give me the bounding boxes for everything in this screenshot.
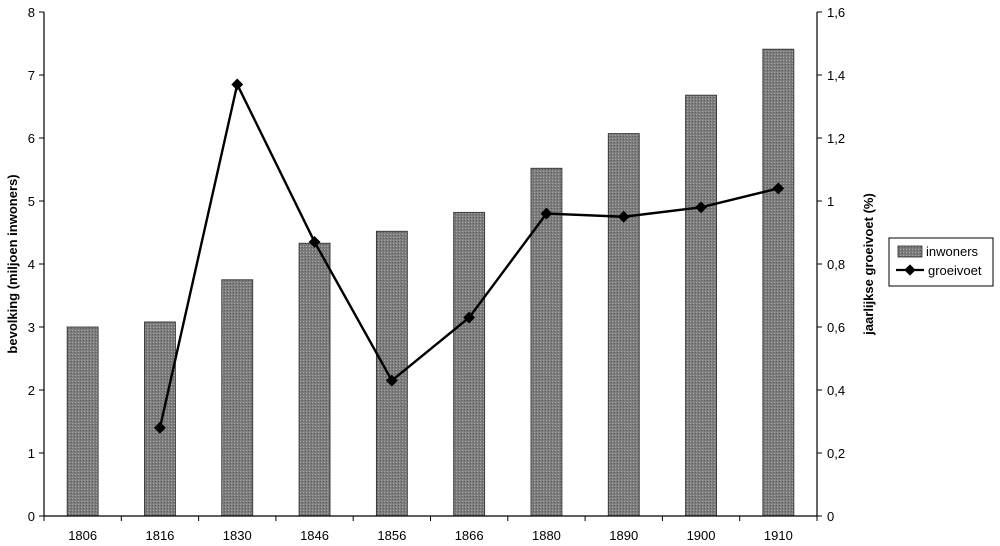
y-tick-label: 0 bbox=[28, 509, 35, 524]
y2-tick-label: 1,6 bbox=[827, 5, 845, 20]
x-tick-label: 1806 bbox=[68, 528, 97, 543]
x-tick-label: 1866 bbox=[455, 528, 484, 543]
x-tick-label: 1910 bbox=[764, 528, 793, 543]
y-tick-label: 6 bbox=[28, 131, 35, 146]
legend: inwoners groeivoet bbox=[888, 237, 994, 287]
y2-tick-label: 0,4 bbox=[827, 383, 845, 398]
bar-1806 bbox=[66, 326, 99, 517]
bar-1900 bbox=[685, 94, 717, 517]
y2-tick-label: 0,2 bbox=[827, 446, 845, 461]
bar-1846 bbox=[298, 242, 331, 517]
y2-tick-label: 1 bbox=[827, 194, 834, 209]
y2-tick-label: 0,8 bbox=[827, 257, 845, 272]
groeivoet-marker-1900 bbox=[695, 201, 707, 214]
groeivoet-marker-1856 bbox=[385, 374, 398, 387]
y-tick-label: 4 bbox=[28, 257, 35, 272]
x-tick-label: 1846 bbox=[300, 528, 329, 543]
y-tick-label: 3 bbox=[28, 320, 35, 335]
x-tick-label: 1830 bbox=[223, 528, 252, 543]
x-tick-label: 1856 bbox=[377, 528, 406, 543]
y-tick-label: 2 bbox=[28, 383, 35, 398]
ticks-layer: 0 1 2 3 4 5 6 7 8 0 0,2 0,4 0,6 0,8 1 1,2 1,4 1,6 1806 1816… bbox=[28, 5, 845, 543]
y2-axis-title: jaarlijkse groeivoet (%) bbox=[861, 193, 876, 336]
x-tick-label: 1890 bbox=[609, 528, 638, 543]
legend-label-groeivoet: groeivoet bbox=[928, 263, 982, 278]
y-tick-label: 5 bbox=[28, 194, 35, 209]
bar-1890 bbox=[607, 133, 640, 517]
y-tick-label: 8 bbox=[28, 5, 35, 20]
bar-1910 bbox=[762, 48, 795, 517]
groeivoet-marker-1830 bbox=[231, 78, 244, 91]
legend-label-inwoners: inwoners bbox=[926, 244, 979, 259]
x-tick-label: 1900 bbox=[687, 528, 716, 543]
legend-box bbox=[888, 237, 994, 287]
y-tick-label: 1 bbox=[28, 446, 35, 461]
y-axis-title: bevolking (miljoen inwoners) bbox=[5, 174, 20, 353]
bars-layer bbox=[66, 48, 795, 517]
y2-tick-label: 0,6 bbox=[827, 320, 845, 335]
y2-tick-label: 1,2 bbox=[827, 131, 845, 146]
y2-tick-label: 1,4 bbox=[827, 68, 845, 83]
x-tick-label: 1880 bbox=[532, 528, 561, 543]
bar-1816 bbox=[144, 321, 176, 517]
groeivoet-marker-1890 bbox=[617, 210, 630, 223]
y2-tick-label: 0 bbox=[827, 509, 834, 524]
bar-1866 bbox=[453, 211, 486, 517]
legend-marker-groeivoet bbox=[904, 264, 916, 276]
legend-swatch-inwoners bbox=[897, 245, 923, 258]
x-tick-label: 1816 bbox=[145, 528, 174, 543]
y-tick-label: 7 bbox=[28, 68, 35, 83]
bar-1880 bbox=[530, 167, 563, 517]
bar-1830 bbox=[221, 279, 254, 517]
groeivoet-marker-1866 bbox=[463, 311, 476, 324]
bar-1856 bbox=[375, 230, 408, 517]
